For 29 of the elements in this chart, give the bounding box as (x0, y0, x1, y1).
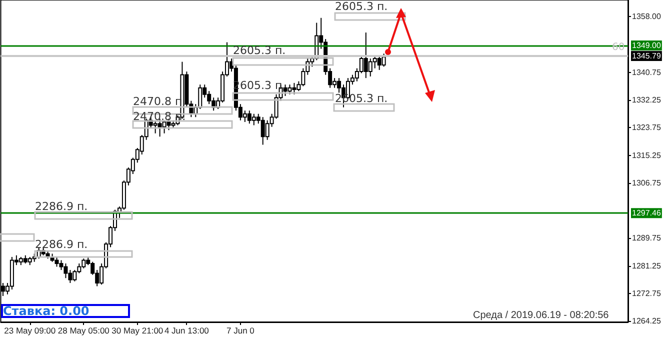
x-tick-label: 4 Jun 13:00 (164, 326, 210, 336)
x-tick-label: 23 May 09:00 (4, 326, 56, 336)
y-tick-label: 1306.75 (632, 178, 662, 188)
y-tick-label: 1315.25 (632, 150, 662, 160)
annotation: Ставка: 0.00 (1, 304, 130, 318)
y-tick-label: 1264.25 (632, 316, 662, 326)
y-tick-label: 1340.75 (632, 68, 662, 77)
y-tick-label: 1289.75 (632, 234, 662, 243)
annotation: 2605.3 п. (233, 44, 286, 57)
annotation: Среда / 2019.06.19 - 08:20:56 (473, 310, 609, 322)
y-tick-label: 1323.75 (632, 123, 662, 132)
annotation: 2286.9 п. (35, 200, 88, 213)
y-tick-label: 1358.00 (632, 12, 662, 21)
annotation: 2605.3 п. (335, 0, 388, 13)
candlestick (54, 256, 59, 268)
candlestick (288, 84, 292, 95)
x-tick-label: 28 May 05:00 (58, 326, 110, 336)
candlestick (59, 260, 64, 270)
x-tick-label: 7 Jun 0 (226, 326, 255, 336)
ref-line-label: 1349.00 (632, 41, 662, 50)
y-tick-label: 1281.25 (632, 261, 662, 270)
ref-line-label: 1297.46 (632, 208, 662, 218)
y-tick-label: 1332.25 (632, 96, 662, 105)
candlestick (382, 53, 386, 68)
annotation: 2286.9 п. (35, 238, 88, 251)
candlestick (198, 84, 202, 110)
y-tick-label: 1272.75 (632, 289, 662, 298)
x-tick-label: 30 May 21:00 (112, 326, 164, 336)
ref-line-label: 1345.79 (632, 51, 662, 60)
